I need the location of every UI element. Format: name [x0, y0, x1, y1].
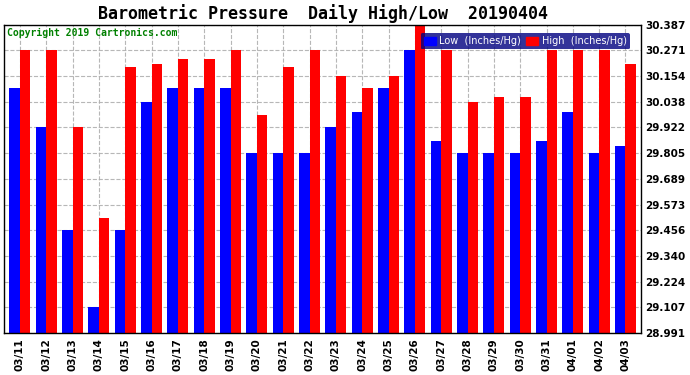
- Bar: [220, 88, 230, 333]
- Bar: [72, 128, 83, 333]
- Legend: Low  (Inches/Hg), High  (Inches/Hg): Low (Inches/Hg), High (Inches/Hg): [420, 33, 630, 50]
- Bar: [388, 76, 399, 333]
- Bar: [457, 153, 468, 333]
- Bar: [589, 153, 599, 333]
- Bar: [468, 102, 478, 333]
- Bar: [441, 50, 452, 333]
- Bar: [483, 153, 494, 333]
- Bar: [494, 97, 504, 333]
- Text: Copyright 2019 Cartronics.com: Copyright 2019 Cartronics.com: [8, 28, 178, 38]
- Bar: [115, 230, 126, 333]
- Bar: [536, 141, 546, 333]
- Bar: [257, 115, 268, 333]
- Bar: [326, 128, 336, 333]
- Bar: [626, 64, 636, 333]
- Bar: [36, 128, 46, 333]
- Bar: [178, 59, 188, 333]
- Bar: [141, 102, 152, 333]
- Bar: [152, 64, 162, 333]
- Bar: [46, 50, 57, 333]
- Bar: [88, 308, 99, 333]
- Bar: [126, 67, 136, 333]
- Bar: [362, 88, 373, 333]
- Bar: [310, 50, 320, 333]
- Bar: [246, 153, 257, 333]
- Bar: [194, 88, 204, 333]
- Title: Barometric Pressure  Daily High/Low  20190404: Barometric Pressure Daily High/Low 20190…: [98, 4, 548, 23]
- Bar: [283, 68, 294, 333]
- Bar: [573, 50, 583, 333]
- Bar: [168, 88, 178, 333]
- Bar: [510, 153, 520, 333]
- Bar: [520, 97, 531, 333]
- Bar: [336, 76, 346, 333]
- Bar: [352, 112, 362, 333]
- Bar: [62, 230, 72, 333]
- Bar: [230, 50, 241, 333]
- Bar: [431, 141, 441, 333]
- Bar: [404, 50, 415, 333]
- Bar: [599, 50, 610, 333]
- Bar: [562, 112, 573, 333]
- Bar: [378, 88, 388, 333]
- Bar: [99, 219, 110, 333]
- Bar: [20, 50, 30, 333]
- Bar: [546, 50, 557, 333]
- Bar: [10, 88, 20, 333]
- Bar: [415, 25, 426, 333]
- Bar: [204, 59, 215, 333]
- Bar: [273, 153, 283, 333]
- Bar: [299, 153, 310, 333]
- Bar: [615, 146, 626, 333]
